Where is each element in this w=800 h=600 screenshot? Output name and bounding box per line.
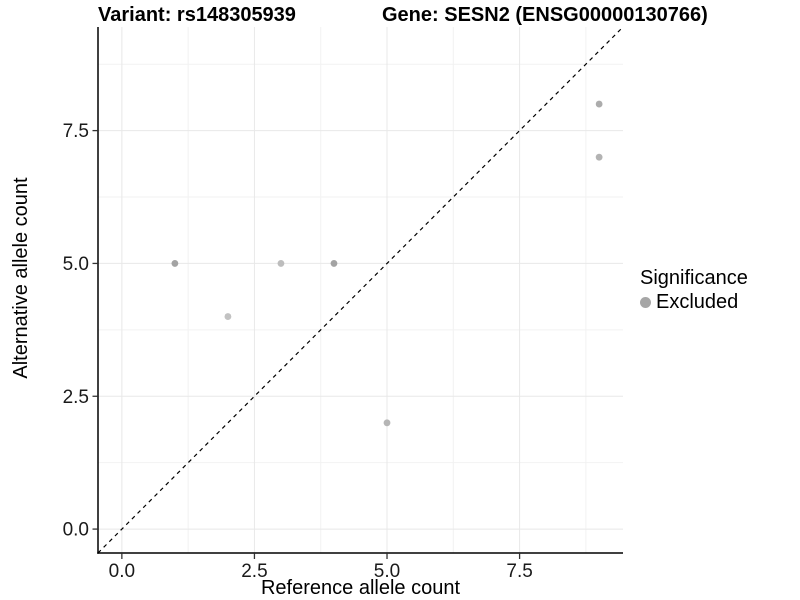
legend-item-label: Excluded xyxy=(656,291,739,313)
x-tick-label: 2.5 xyxy=(241,561,267,582)
legend-item-excluded: Excluded xyxy=(640,291,748,313)
y-tick-label: 5.0 xyxy=(63,254,89,275)
y-tick-label: 7.5 xyxy=(63,121,89,142)
y-axis-title: Alternative allele count xyxy=(10,177,32,379)
legend: Significance Excluded xyxy=(640,266,748,313)
x-tick-label: 5.0 xyxy=(374,561,400,582)
data-point xyxy=(595,153,603,161)
legend-title: Significance xyxy=(640,267,748,289)
x-tick-label: 0.0 xyxy=(109,561,135,582)
data-point xyxy=(171,260,179,267)
data-point xyxy=(224,313,232,320)
y-tick-label: 0.0 xyxy=(63,520,89,541)
data-point xyxy=(383,419,391,427)
data-point xyxy=(330,260,338,267)
x-tick-label: 7.5 xyxy=(506,561,532,582)
data-point xyxy=(595,100,603,108)
y-tick-label: 2.5 xyxy=(63,387,89,408)
legend-point-icon xyxy=(640,296,651,308)
identity-line xyxy=(97,26,624,554)
plot-title-gene: Gene: SESN2 (ENSG00000130766) xyxy=(382,4,708,26)
x-axis-title: Reference allele count xyxy=(260,577,460,599)
plot-title-variant: Variant: rs148305939 xyxy=(98,4,296,26)
data-point xyxy=(277,260,285,267)
